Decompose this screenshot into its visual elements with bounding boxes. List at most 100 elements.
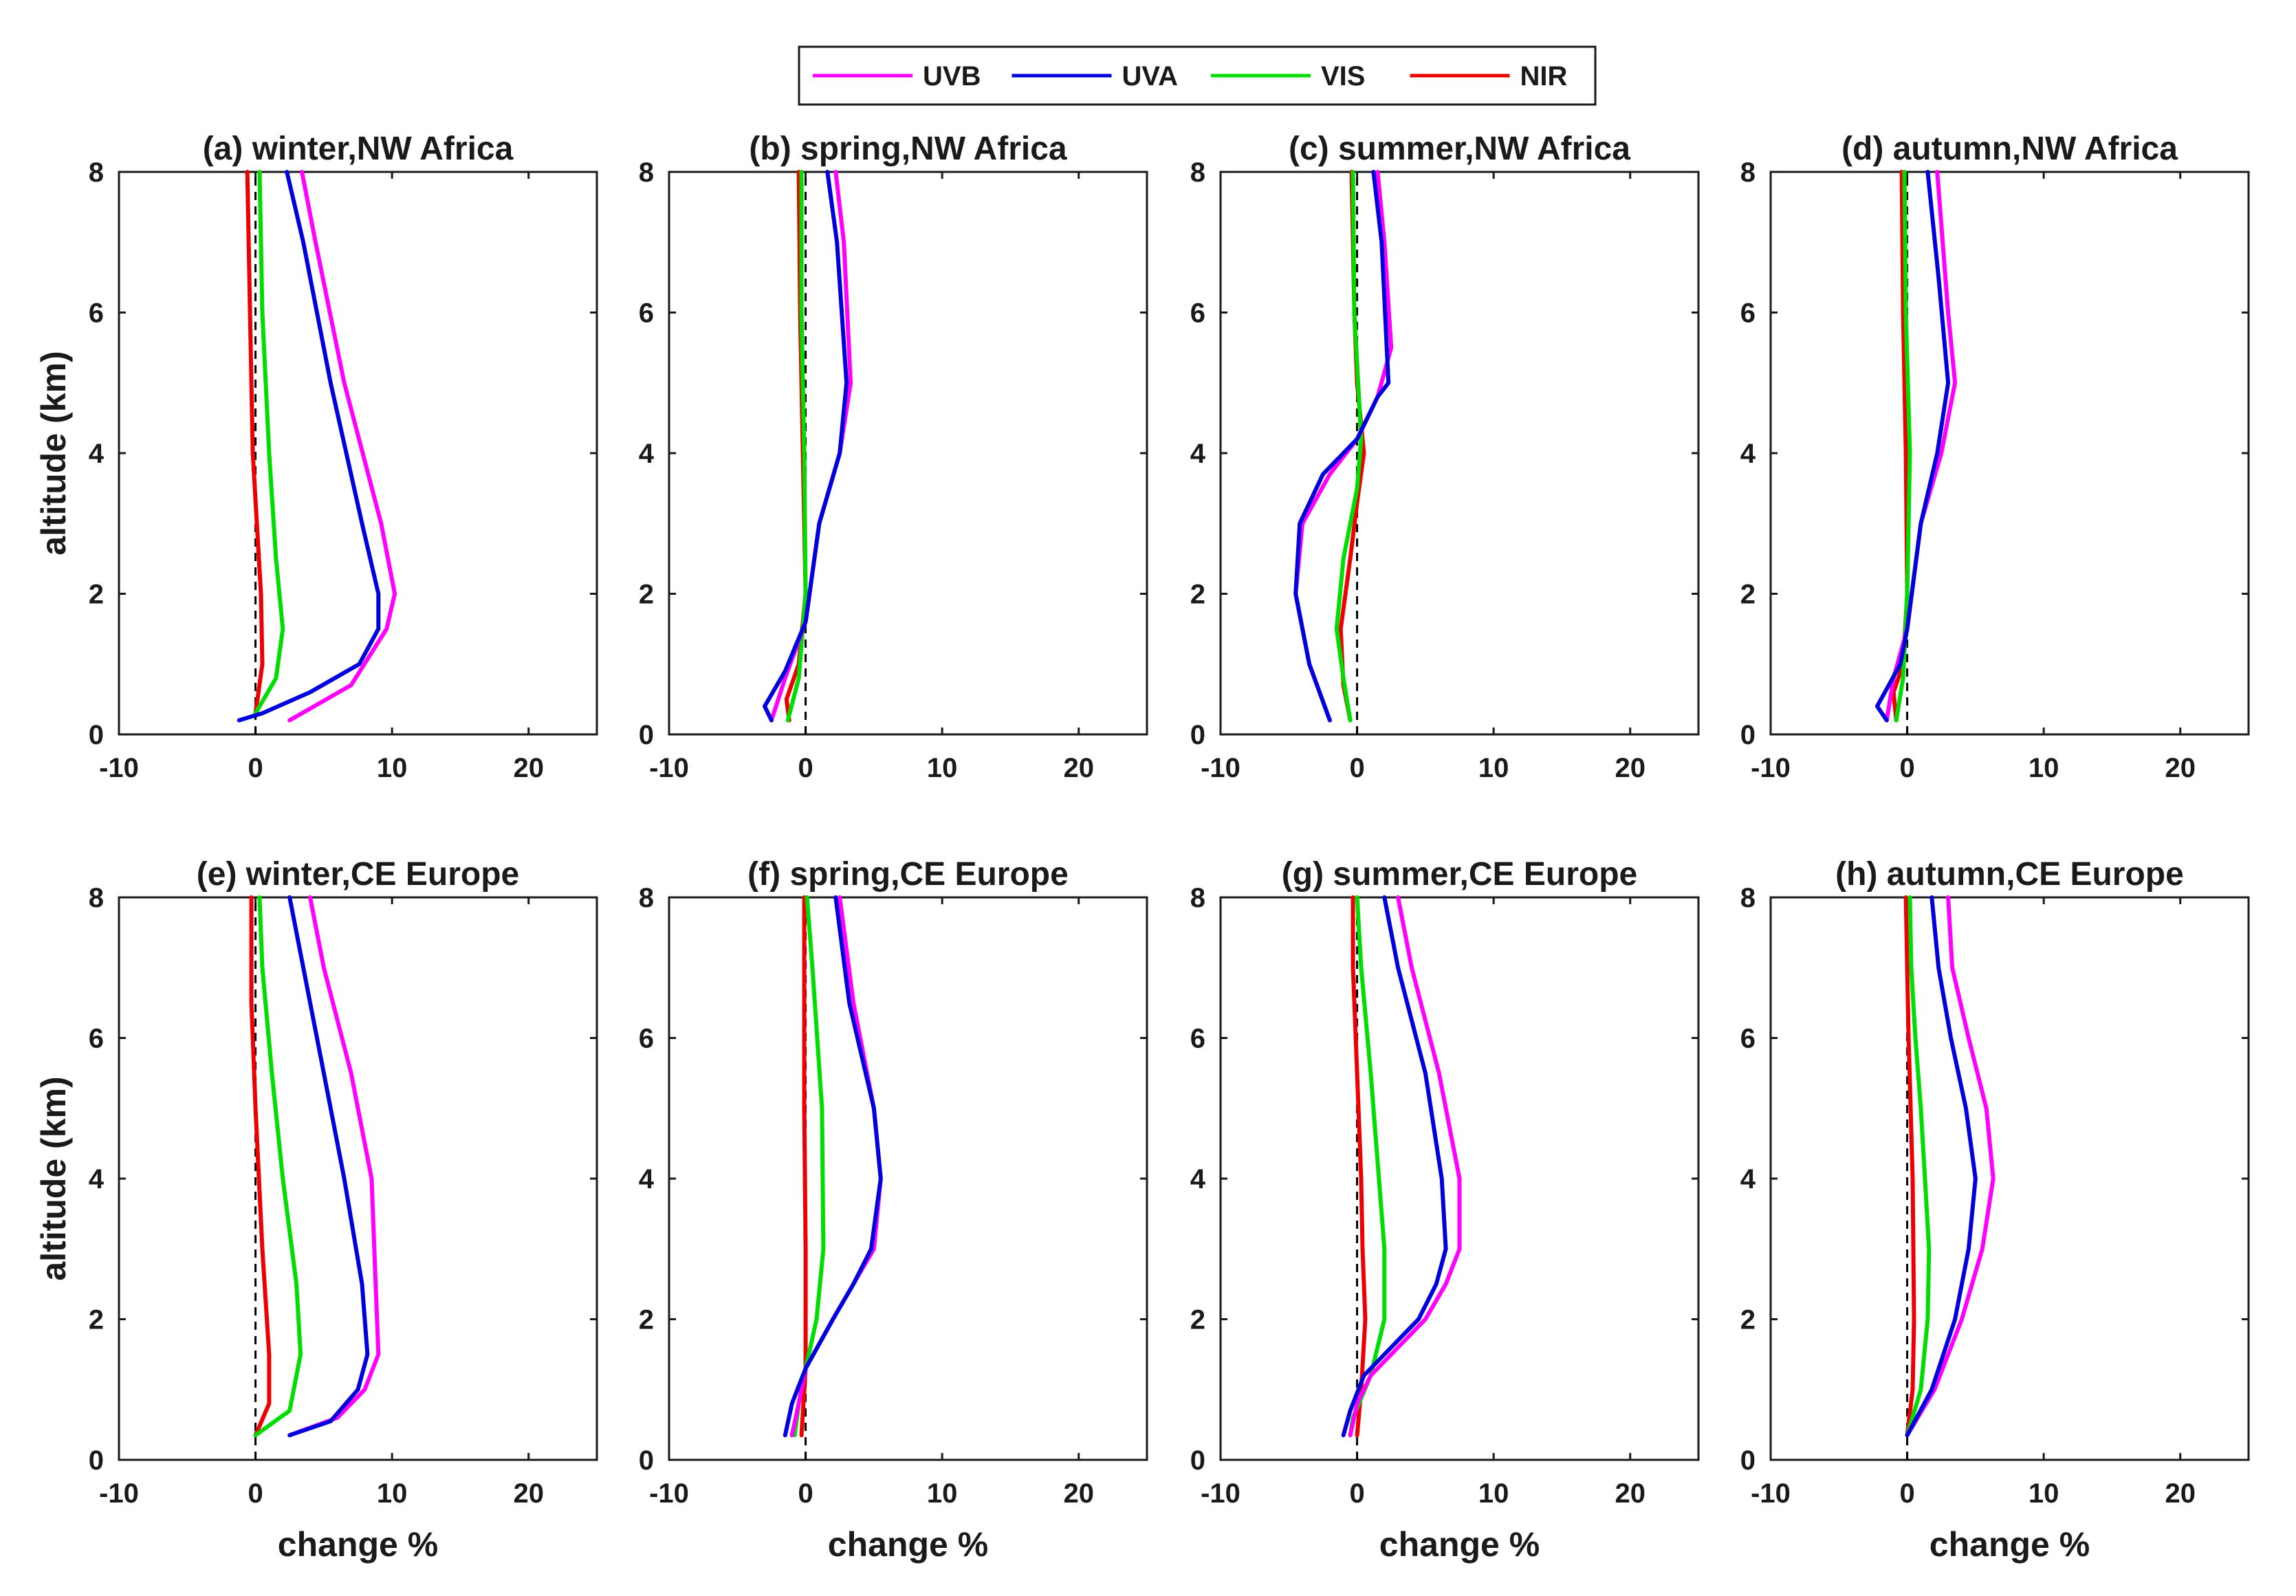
y-tick-label: 6	[1740, 1024, 1756, 1054]
series-line-vis	[792, 895, 826, 1438]
series-line-vis	[1334, 170, 1364, 723]
x-tick-label: 20	[1063, 753, 1094, 783]
y-tick-label: 6	[89, 1024, 104, 1054]
y-tick-label: 4	[1190, 1164, 1206, 1194]
x-tick-label: -10	[649, 1478, 689, 1509]
x-tick-label: 10	[1478, 753, 1509, 783]
x-tick-label: 20	[1615, 753, 1646, 783]
series-line-uvb	[1348, 895, 1462, 1438]
x-tick-label: -10	[1201, 753, 1240, 783]
panels: (a) winter,NW Africa-10 0 10 2002468altitud…	[34, 131, 2250, 1564]
y-axis-label: altitude (km)	[34, 1076, 73, 1280]
x-tick-label: 0	[798, 1478, 813, 1509]
series-line-uvb	[1293, 170, 1394, 723]
y-tick-label: 0	[639, 1445, 654, 1476]
y-tick-label: 2	[89, 1305, 104, 1335]
legend: UVB UVA VIS NIR	[798, 45, 1597, 106]
series-line-uva	[1341, 895, 1448, 1438]
panel-title: (d) autumn,NW Africa	[1841, 131, 2178, 167]
x-tick-label: 10	[2029, 753, 2059, 783]
y-tick-label: 6	[1190, 1024, 1205, 1054]
series-line-uvb	[287, 170, 397, 723]
panel-title: (h) autumn,CE Europe	[1835, 856, 2184, 893]
plot-frame	[1219, 171, 1700, 736]
y-tick-label: 6	[639, 1024, 654, 1054]
y-tick-label: 0	[89, 1445, 104, 1476]
x-tick-label: -10	[99, 1478, 139, 1509]
plot-frame	[118, 896, 598, 1461]
panel-title: (e) winter,CE Europe	[197, 856, 519, 893]
panel-f: (f) spring,CE Europe-10 0 10 2002468change …	[639, 856, 1148, 1564]
x-axis-label: change %	[828, 1525, 988, 1564]
y-tick-label: 0	[1740, 720, 1756, 750]
y-tick-label: 2	[1190, 580, 1205, 610]
y-tick-label: 8	[1190, 157, 1205, 188]
y-tick-label: 2	[639, 580, 654, 610]
plot-frame	[668, 896, 1148, 1461]
panel-title: (b) spring,NW Africa	[749, 131, 1067, 167]
series-line-nir	[799, 895, 808, 1438]
panel-title: (f) spring,CE Europe	[747, 856, 1069, 893]
y-tick-label: 0	[1190, 720, 1205, 750]
y-tick-label: 2	[1740, 580, 1756, 610]
series-line-nir	[249, 895, 272, 1438]
x-tick-label: 20	[1615, 1478, 1646, 1509]
y-tick-label: 0	[1740, 1445, 1756, 1476]
y-tick-label: 4	[89, 439, 105, 469]
panel-e: (e) winter,CE Europe-10 0 10 2002468altitud…	[34, 856, 598, 1564]
panel-title: (a) winter,NW Africa	[203, 131, 514, 167]
x-tick-label: 20	[513, 1478, 544, 1509]
x-tick-label: 10	[927, 1478, 958, 1509]
legend-label-nir: NIR	[1520, 61, 1568, 91]
plot-frame	[668, 171, 1148, 736]
legend-label-uvb: UVB	[923, 61, 981, 91]
legend-label-vis: VIS	[1321, 61, 1365, 91]
plot-frame	[1769, 896, 2250, 1461]
series-line-uva	[763, 170, 849, 723]
x-tick-label: -10	[1751, 1478, 1791, 1509]
series-line-nir	[1903, 895, 1916, 1438]
series-line-uva	[1293, 170, 1391, 723]
y-tick-label: 6	[639, 298, 654, 329]
series-line-nir	[245, 170, 265, 716]
panel-title: (c) summer,NW Africa	[1289, 131, 1630, 167]
x-tick-label: 10	[377, 1478, 408, 1509]
y-tick-label: 0	[639, 720, 654, 750]
x-axis-label: change %	[278, 1525, 438, 1564]
x-tick-label: -10	[1201, 1478, 1240, 1509]
panel-a: (a) winter,NW Africa-10 0 10 2002468altitud…	[34, 131, 598, 783]
x-tick-label: 0	[248, 1478, 263, 1509]
x-tick-label: 0	[1349, 753, 1364, 783]
y-tick-label: 4	[639, 439, 655, 469]
y-tick-label: 2	[1190, 1305, 1205, 1335]
x-axis-label: change %	[1929, 1525, 2090, 1564]
y-tick-label: 6	[1740, 298, 1756, 329]
panel-title: (g) summer,CE Europe	[1282, 856, 1637, 893]
series-line-uvb	[1884, 170, 1958, 723]
y-tick-label: 2	[89, 580, 104, 610]
panel-h: (h) autumn,CE Europe-10 0 10 2002468change …	[1740, 856, 2250, 1564]
y-tick-label: 4	[639, 1164, 655, 1194]
y-tick-label: 8	[1740, 157, 1756, 188]
series-line-uvb	[287, 895, 381, 1438]
x-tick-label: 0	[248, 753, 263, 783]
x-tick-label: 0	[1899, 1478, 1914, 1509]
series-line-uva	[1905, 895, 1978, 1438]
series-line-uva	[287, 895, 370, 1438]
y-tick-label: 2	[1740, 1305, 1756, 1335]
panel-g: (g) summer,CE Europe-10 0 10 2002468change …	[1190, 856, 1700, 1564]
x-tick-label: 20	[2165, 1478, 2196, 1509]
series-line-vis	[253, 170, 285, 716]
y-tick-label: 8	[89, 883, 104, 913]
y-tick-label: 8	[89, 157, 104, 188]
x-tick-label: 20	[1063, 1478, 1094, 1509]
series-line-uva	[1874, 170, 1951, 723]
series-line-vis	[253, 895, 303, 1438]
legend-label-uva: UVA	[1122, 61, 1178, 91]
y-tick-label: 4	[1190, 439, 1206, 469]
plot-frame	[1769, 171, 2250, 736]
